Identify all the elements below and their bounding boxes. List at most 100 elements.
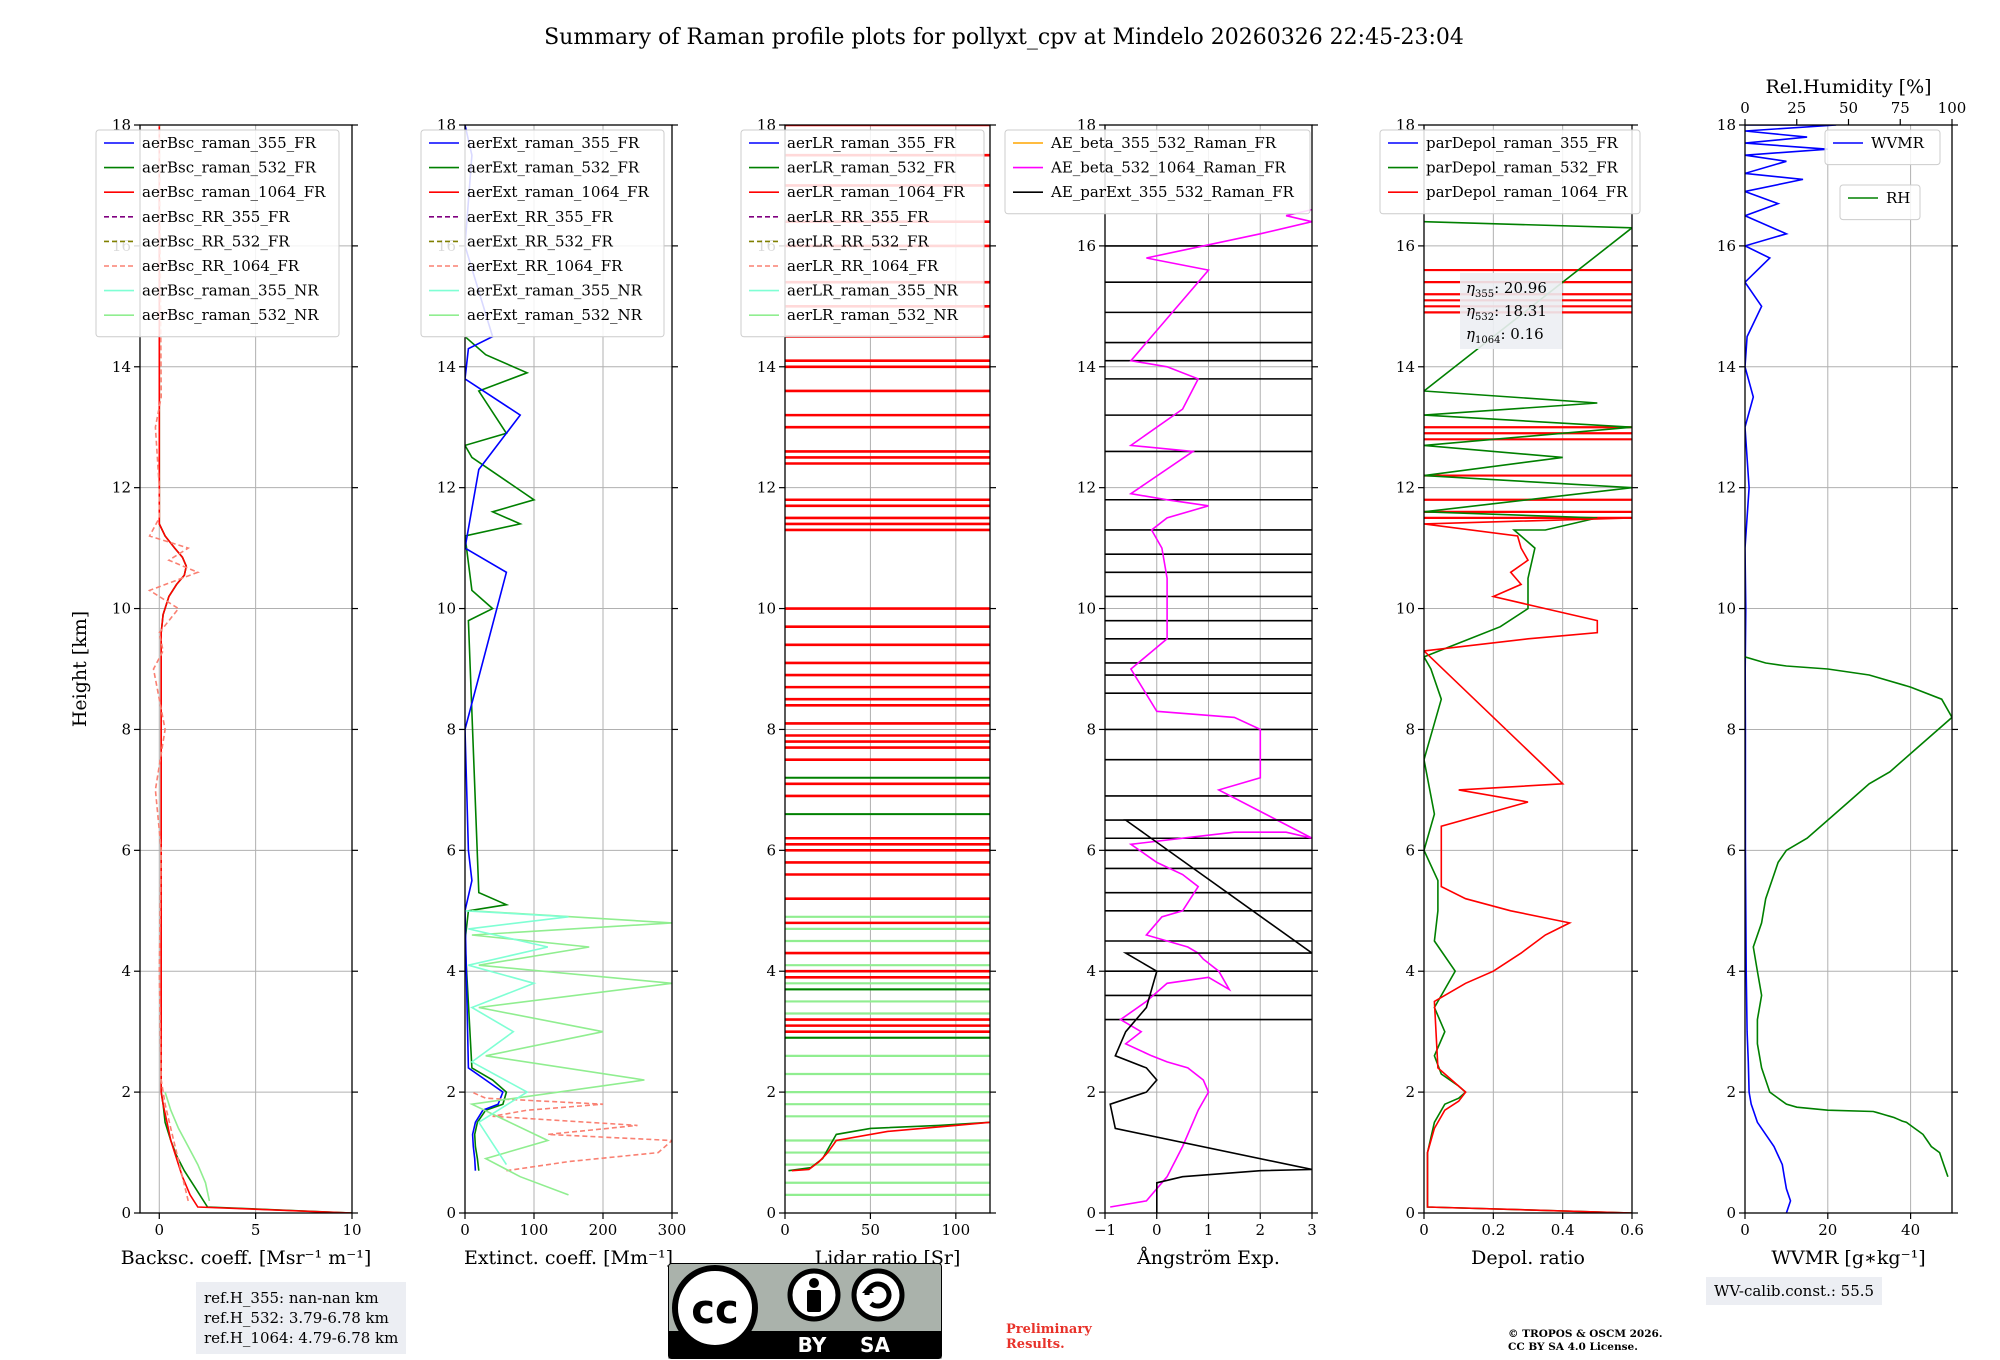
series-aerBsc_RR_1064_FR — [147, 125, 200, 1202]
y-tick-label: 14 — [1077, 358, 1096, 376]
legend-entry: aerExt_RR_1064_FR — [467, 257, 623, 275]
series-aerExt_raman_355_FR — [465, 125, 522, 1171]
y-tick-label: 14 — [1717, 358, 1736, 376]
legend-entry: aerExt_RR_532_FR — [467, 232, 614, 250]
eta-355-text: η355: 20.96 — [1466, 279, 1547, 300]
preliminary-line1: Preliminary — [1006, 1322, 1092, 1337]
y-tick-label: 0 — [446, 1204, 456, 1222]
legend-entry: parDepol_raman_1064_FR — [1426, 183, 1628, 201]
legend-entry: aerLR_RR_1064_FR — [787, 257, 939, 275]
legend-entry: AE_parExt_355_532_Raman_FR — [1050, 183, 1295, 201]
plot-area — [1424, 220, 1632, 1213]
series-aerExt_RR_1064_FR — [471, 1091, 672, 1172]
y-tick-label: 14 — [437, 358, 456, 376]
cc-logo-text: cc — [691, 1287, 738, 1333]
y-tick-label: 0 — [1405, 1204, 1415, 1222]
y-tick-label: 12 — [437, 479, 456, 497]
x-tick-label: 0 — [1152, 1221, 1162, 1239]
x-tick-label: 20 — [1818, 1221, 1837, 1239]
y-tick-label: 4 — [766, 962, 776, 980]
y-tick-label: 14 — [112, 358, 131, 376]
x-tick-label: 5 — [251, 1221, 261, 1239]
legend-box — [1824, 129, 1941, 166]
eta-532-text: η532: 18.31 — [1466, 302, 1547, 323]
sa-label: SA — [860, 1333, 890, 1357]
wv-calib-box: WV-calib.const.: 55.5 — [1706, 1277, 1883, 1305]
by-person-body-icon — [807, 1290, 821, 1312]
y-tick-label: 10 — [1396, 600, 1415, 618]
x-tick-label: 0 — [460, 1221, 470, 1239]
y-tick-label: 2 — [446, 1083, 456, 1101]
y-tick-label: 2 — [121, 1083, 131, 1101]
by-person-head-icon — [809, 1278, 819, 1288]
legend-entry: aerLR_RR_532_FR — [787, 232, 929, 250]
panel-backscatter: 0510024681012141618Backsc. coeff. [Msr⁻¹… — [69, 116, 371, 1269]
y-tick-label: 6 — [1405, 841, 1415, 859]
legend-entry: aerLR_raman_532_FR — [787, 159, 956, 177]
legend-entry: aerExt_raman_532_NR — [467, 306, 643, 324]
y-tick-label: 0 — [1086, 1204, 1096, 1222]
legend-entry: aerBsc_raman_355_NR — [142, 282, 319, 300]
legend-entry: aerExt_raman_532_FR — [467, 159, 640, 177]
refh-355-text: ref.H_355: nan-nan km — [204, 1289, 379, 1307]
x-tick-label: 10 — [342, 1221, 361, 1239]
y-tick-label: 16 — [1396, 237, 1415, 255]
eta-1064-text: η1064: 0.16 — [1466, 325, 1544, 346]
y-tick-label: 4 — [446, 962, 456, 980]
legend-entry: parDepol_raman_532_FR — [1426, 159, 1619, 177]
legend-box — [740, 129, 985, 338]
plot-area — [785, 125, 990, 1196]
legend-rh: RH — [1839, 184, 1921, 221]
y-tick-label: 4 — [1405, 962, 1415, 980]
legend-entry: aerLR_raman_355_FR — [787, 134, 956, 152]
y-tick-label: 12 — [757, 479, 776, 497]
plot-area — [1105, 208, 1312, 1213]
y-tick-label: 2 — [1726, 1083, 1736, 1101]
x-tick-label: 0 — [1419, 1221, 1429, 1239]
legend-entry: aerLR_RR_355_FR — [787, 208, 929, 226]
cc-by-sa-badge: cc BY SA — [668, 1263, 942, 1359]
legend-entry: aerLR_raman_532_NR — [787, 306, 958, 324]
x-tick-label: −1 — [1094, 1221, 1116, 1239]
legend-box — [1004, 129, 1311, 215]
y-tick-label: 14 — [1396, 358, 1415, 376]
legend-entry: aerBsc_raman_532_FR — [142, 159, 317, 177]
legend-wvmr: WVMR — [1824, 129, 1941, 166]
y-tick-label: 10 — [437, 600, 456, 618]
top-x-axis-label: Rel.Humidity [%] — [1765, 76, 1931, 98]
y-tick-label: 0 — [121, 1204, 131, 1222]
y-tick-label: 2 — [766, 1083, 776, 1101]
legend-entry: aerLR_raman_355_NR — [787, 282, 958, 300]
y-tick-label: 16 — [1077, 237, 1096, 255]
legend-lidar-ratio: aerLR_raman_355_FR aerLR_raman_532_FR aerL… — [740, 129, 985, 338]
y-tick-label: 12 — [1396, 479, 1415, 497]
figure-title: Summary of Raman profile plots for polly… — [544, 25, 1464, 50]
x-axis-label: Extinct. coeff. [Mm⁻¹] — [464, 1247, 673, 1269]
legend-entry: aerLR_raman_1064_FR — [787, 183, 965, 201]
x-tick-label: 0 — [780, 1221, 790, 1239]
x-axis-label: Backsc. coeff. [Msr⁻¹ m⁻¹] — [121, 1247, 372, 1269]
legend-entry: aerBsc_raman_1064_FR — [142, 183, 326, 201]
series-aerLR_raman_1064_FR — [791, 1121, 990, 1172]
wv-calib-text: WV-calib.const.: 55.5 — [1714, 1282, 1875, 1300]
y-tick-label: 16 — [1717, 237, 1736, 255]
series-parDepol_raman_1064_FR — [1424, 517, 1632, 1213]
reference-height-box: ref.H_355: nan-nan km ref.H_532: 3.79-6.… — [196, 1282, 407, 1354]
legend-box — [1839, 184, 1921, 221]
preliminary-line2: Results. — [1006, 1337, 1065, 1352]
panel-lidar-ratio: 050100024681012141618Lidar ratio [Sr]aer… — [740, 116, 996, 1269]
sa-share-icon — [851, 1268, 905, 1322]
x-tick-label: 200 — [589, 1221, 618, 1239]
y-tick-label: 4 — [1726, 962, 1736, 980]
eta-box — [1460, 273, 1562, 349]
x-tick-label: 40 — [1901, 1221, 1920, 1239]
y-tick-label: 8 — [1726, 720, 1736, 738]
legend-angstrom: AE_beta_355_532_Raman_FR AE_beta_532_1064… — [1004, 129, 1311, 215]
legend-entry: RH — [1886, 189, 1910, 207]
x-axis-label: Depol. ratio — [1471, 1247, 1585, 1269]
series-AE_parExt_355_532_Raman_FR — [1109, 819, 1312, 1213]
legend-backscatter: aerBsc_raman_355_FR aerBsc_raman_532_FRae… — [95, 129, 340, 338]
